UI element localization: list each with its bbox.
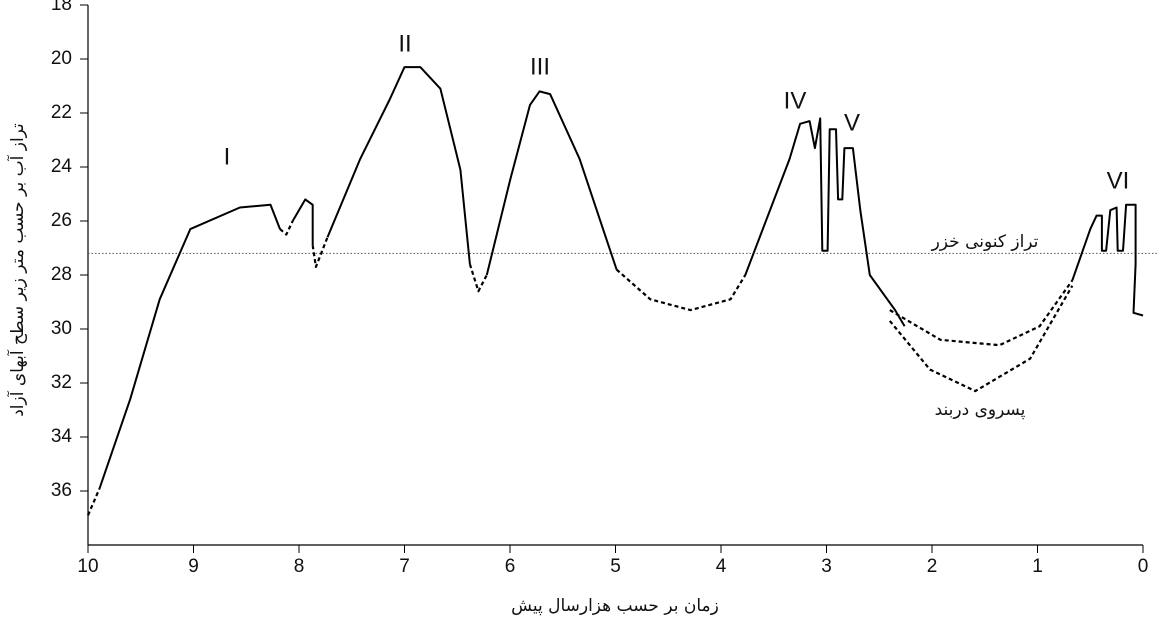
dashed-segment: [311, 236, 329, 268]
solid-segment: [98, 203, 281, 489]
solid-segment: [1071, 203, 1144, 317]
annotation: پسروی دربند: [935, 400, 1026, 420]
annotation: تراز کنونی خزر: [931, 232, 1039, 252]
y-tick-label: 32: [51, 372, 72, 393]
y-tick-label: 30: [51, 318, 72, 339]
y-tick-label: 22: [51, 102, 72, 123]
x-tick-label: 8: [294, 556, 305, 577]
x-tick-label: 10: [77, 556, 98, 577]
annotation: III: [530, 53, 550, 80]
y-tick-label: 18: [51, 0, 72, 15]
x-tick-label: 2: [927, 556, 938, 577]
annotation: V: [844, 109, 860, 136]
dashed-segment: [279, 220, 294, 236]
solid-segment: [326, 66, 471, 265]
x-tick-label: 7: [399, 556, 410, 577]
x-tick-label: 4: [716, 556, 727, 577]
dashed-segment: [888, 285, 1074, 393]
y-tick-label: 24: [51, 156, 73, 177]
y-tick-label: 26: [51, 210, 72, 231]
annotation: VI: [1107, 167, 1130, 194]
solid-segment: [485, 90, 618, 276]
x-tick-label: 6: [505, 556, 516, 577]
dashed-segment: [468, 263, 488, 293]
x-tick-label: 1: [1032, 556, 1043, 577]
dashed-segment: [889, 279, 1074, 347]
y-tick-label: 36: [51, 480, 72, 501]
solid-segment: [291, 198, 314, 246]
x-axis-label: زمان بر حسب هزارسال پیش: [511, 596, 719, 616]
y-axis-label: تراز آب بر حسب متر زیر سطح آبهای آزاد: [6, 123, 28, 417]
x-tick-label: 3: [821, 556, 832, 577]
x-tick-label: 5: [610, 556, 621, 577]
dashed-segment: [86, 487, 101, 516]
solid-segment: [744, 117, 906, 327]
x-tick-label: 9: [188, 556, 199, 577]
annotation: I: [224, 143, 231, 170]
annotation: IV: [784, 87, 807, 114]
annotation: II: [398, 30, 411, 57]
y-tick-label: 20: [51, 48, 72, 69]
y-tick-label: 34: [51, 426, 73, 447]
x-tick-label: 0: [1138, 556, 1149, 577]
dashed-segment: [615, 268, 747, 312]
y-tick-label: 28: [51, 264, 72, 285]
